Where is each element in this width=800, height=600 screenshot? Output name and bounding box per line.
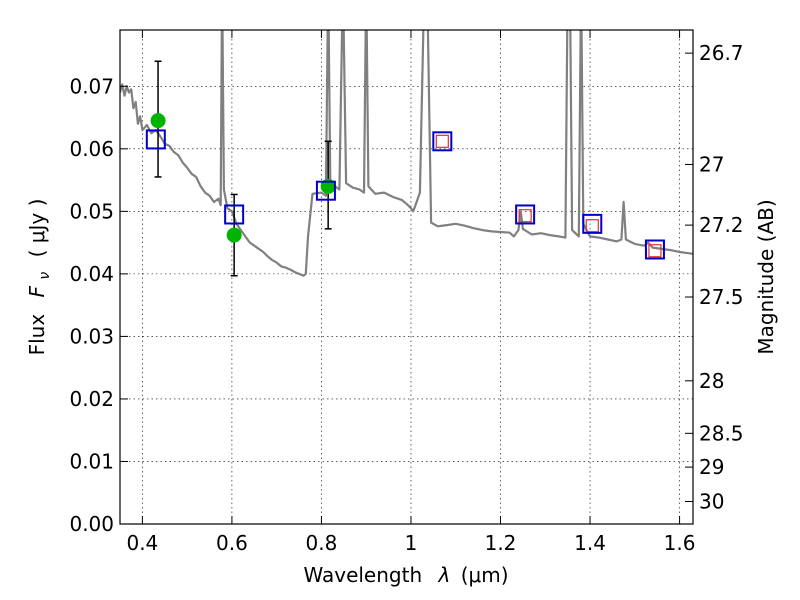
model-flux-square-marker <box>515 204 536 225</box>
y-tick-label: 0.06 <box>69 137 114 161</box>
y2-tick-label: 27.2 <box>699 213 744 237</box>
data-layer <box>120 30 693 277</box>
x-tick-label: 1.4 <box>574 531 606 555</box>
y2-tick-label: 30 <box>699 489 724 513</box>
ticks: 0.4 0.6 0.8 1 1.2 1.4 1.6 0.00 0.01 0.02 0.03 0.04 0… <box>69 30 744 555</box>
y-tick-label: 0.05 <box>69 199 114 223</box>
y-axis-label-unit: ( μJy ) <box>25 199 49 258</box>
upper-limit-square-marker <box>518 209 532 223</box>
y2-tick-label: 27.5 <box>699 285 744 309</box>
model-flux-square-marker <box>315 180 336 201</box>
x-tick-label: 0.6 <box>216 531 248 555</box>
y-axis-label-subscript: ν <box>37 272 53 280</box>
model-spectrum-line <box>120 30 693 277</box>
model-flux-square-marker <box>224 204 245 225</box>
y2-tick-label: 29 <box>699 455 724 479</box>
y-tick-label: 0.02 <box>69 387 114 411</box>
x-axis-label-unit: (μm) <box>461 563 509 587</box>
grid <box>120 30 693 525</box>
y2-tick-label: 27 <box>699 152 724 176</box>
upper-limit-square-marker <box>435 134 449 148</box>
y2-tick-label: 26.7 <box>699 41 744 65</box>
upper-limit-square-marker <box>585 219 599 233</box>
y2-axis-label: Magnitude (AB) <box>754 199 778 354</box>
plot-frame <box>119 29 694 525</box>
plot-area <box>120 30 693 524</box>
observed-flux-point <box>150 113 166 129</box>
model-flux-square-marker <box>432 131 453 152</box>
y-tick-label: 0.00 <box>69 512 114 536</box>
x-tick-label: 1 <box>405 531 418 555</box>
x-tick-label: 0.8 <box>306 531 338 555</box>
y-tick-label: 0.01 <box>69 449 114 473</box>
y-tick-label: 0.04 <box>69 262 114 286</box>
x-tick-label: 1.6 <box>664 531 696 555</box>
y-tick-label: 0.07 <box>69 74 114 98</box>
x-tick-label: 1.2 <box>485 531 517 555</box>
y-axis-label: Flux F ν ( μJy ) <box>25 199 54 356</box>
observed-flux-point <box>226 227 242 243</box>
x-tick-label: 0.4 <box>126 531 158 555</box>
x-axis-label-symbol: λ <box>438 563 451 587</box>
model-flux-square-marker <box>145 129 166 150</box>
model-flux-square-marker <box>644 239 665 260</box>
upper-limit-square-marker <box>648 244 662 258</box>
y-axis-label-symbol: F <box>25 285 49 297</box>
y-tick-label: 0.03 <box>69 324 114 348</box>
y-axis-label-prefix: Flux <box>25 314 49 356</box>
y2-tick-label: 28.5 <box>699 421 744 445</box>
x-axis-label: Wavelength λ (μm) <box>303 563 508 587</box>
marker-layer <box>145 60 665 277</box>
y2-tick-label: 28 <box>699 369 724 393</box>
x-axis-label-prefix: Wavelength <box>303 563 422 587</box>
model-flux-square-marker <box>582 213 603 234</box>
